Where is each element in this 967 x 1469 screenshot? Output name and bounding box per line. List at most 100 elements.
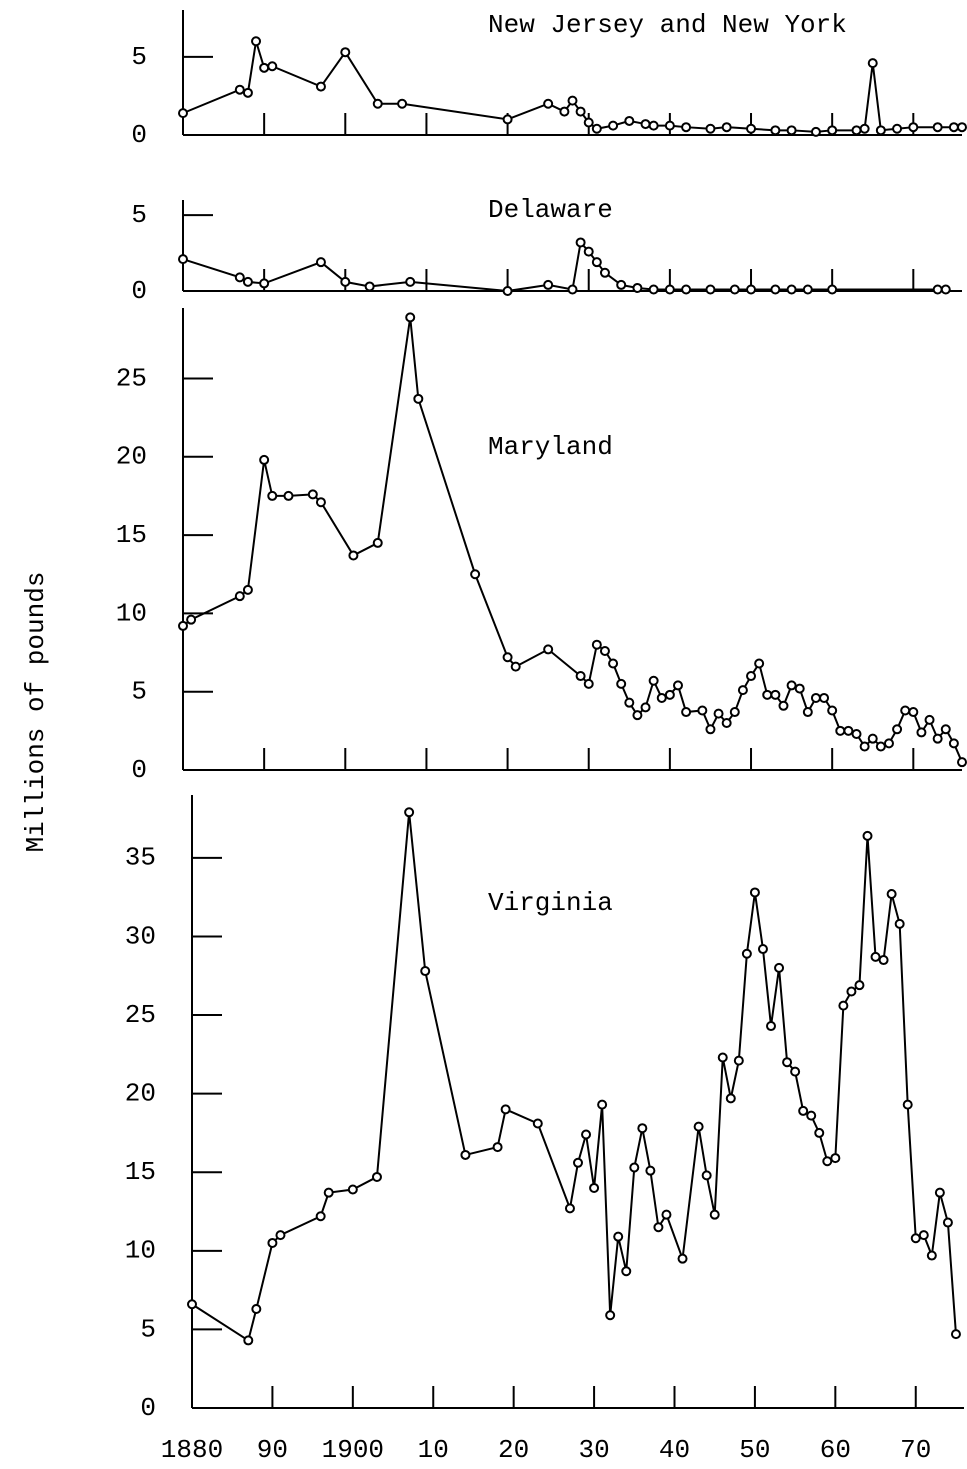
- data-point: [729, 707, 740, 718]
- y-tick-label: 0: [131, 276, 147, 306]
- data-point: [315, 81, 326, 92]
- data-point: [746, 123, 757, 134]
- data-point: [608, 120, 619, 131]
- y-tick-label: 30: [125, 921, 156, 951]
- data-point: [810, 692, 821, 703]
- data-point: [640, 702, 651, 713]
- data-point: [875, 741, 886, 752]
- data-point: [616, 678, 627, 689]
- data-point: [648, 675, 659, 686]
- data-point: [827, 125, 838, 136]
- data-point: [854, 980, 865, 991]
- data-point: [315, 1211, 326, 1222]
- data-point: [910, 1233, 921, 1244]
- data-point: [591, 123, 602, 134]
- data-point: [589, 1182, 600, 1193]
- y-tick-label: 5: [131, 42, 147, 72]
- data-point: [543, 644, 554, 655]
- data-point: [681, 284, 692, 295]
- data-point: [653, 1222, 664, 1233]
- data-point: [567, 95, 578, 106]
- y-tick-label: 25: [125, 1000, 156, 1030]
- data-point: [397, 98, 408, 109]
- data-point: [251, 1303, 262, 1314]
- data-point: [709, 1209, 720, 1220]
- data-point: [187, 1299, 197, 1310]
- data-point: [259, 278, 270, 289]
- y-tick-label: 10: [116, 598, 147, 628]
- data-point: [624, 697, 635, 708]
- data-point: [916, 727, 927, 738]
- data-point: [802, 284, 813, 295]
- data-point: [340, 276, 351, 287]
- data-point: [957, 122, 967, 133]
- data-point: [940, 724, 951, 735]
- data-point: [926, 1250, 937, 1261]
- data-point: [942, 1217, 953, 1228]
- data-point: [870, 951, 881, 962]
- y-tick-label: 25: [116, 363, 147, 393]
- data-point: [648, 284, 659, 295]
- data-point: [664, 689, 675, 700]
- data-point: [405, 312, 416, 323]
- y-tick-label: 5: [131, 677, 147, 707]
- data-point: [862, 830, 873, 841]
- data-point: [275, 1230, 286, 1241]
- data-point: [918, 1230, 929, 1241]
- y-tick-label: 0: [131, 755, 147, 785]
- y-tick-label: 20: [125, 1079, 156, 1109]
- data-point: [835, 725, 846, 736]
- data-point: [502, 114, 513, 125]
- data-point: [838, 1000, 849, 1011]
- data-point: [948, 122, 959, 133]
- data-point: [348, 550, 359, 561]
- data-point: [806, 1110, 817, 1121]
- data-point: [581, 1129, 592, 1140]
- panel-title: Delaware: [488, 195, 613, 225]
- data-point: [827, 284, 838, 295]
- x-tick-label: 70: [900, 1435, 931, 1465]
- data-point: [661, 1209, 672, 1220]
- data-point: [749, 887, 760, 898]
- data-point: [908, 122, 919, 133]
- data-point: [543, 98, 554, 109]
- data-point: [733, 1055, 744, 1066]
- data-point: [242, 87, 253, 98]
- data-point: [242, 276, 253, 287]
- data-point: [591, 257, 602, 268]
- data-point: [664, 284, 675, 295]
- data-point: [502, 652, 513, 663]
- panel-title: Virginia: [488, 888, 613, 918]
- data-point: [234, 84, 245, 95]
- data-point: [681, 122, 692, 133]
- data-point: [900, 705, 911, 716]
- data-point: [693, 1121, 704, 1132]
- data-point: [575, 671, 586, 682]
- data-point: [259, 62, 270, 73]
- x-tick-label: 30: [578, 1435, 609, 1465]
- data-point: [782, 1057, 793, 1068]
- x-tick-label: 90: [257, 1435, 288, 1465]
- data-point: [251, 36, 262, 47]
- data-point: [575, 106, 586, 117]
- data-point: [794, 683, 805, 694]
- data-point: [307, 489, 318, 500]
- data-point: [894, 918, 905, 929]
- data-point: [770, 125, 781, 136]
- data-point: [178, 620, 188, 631]
- data-point: [892, 724, 903, 735]
- y-tick-label: 0: [131, 120, 147, 150]
- data-point: [629, 1162, 640, 1173]
- data-point: [502, 286, 513, 296]
- data-point: [705, 724, 716, 735]
- data-point: [583, 678, 594, 689]
- data-point: [637, 1123, 648, 1134]
- data-point: [754, 658, 765, 669]
- data-point: [819, 692, 830, 703]
- x-tick-label: 10: [418, 1435, 449, 1465]
- data-point: [746, 671, 757, 682]
- x-tick-label: 60: [820, 1435, 851, 1465]
- data-point: [859, 123, 870, 134]
- data-point: [599, 267, 610, 278]
